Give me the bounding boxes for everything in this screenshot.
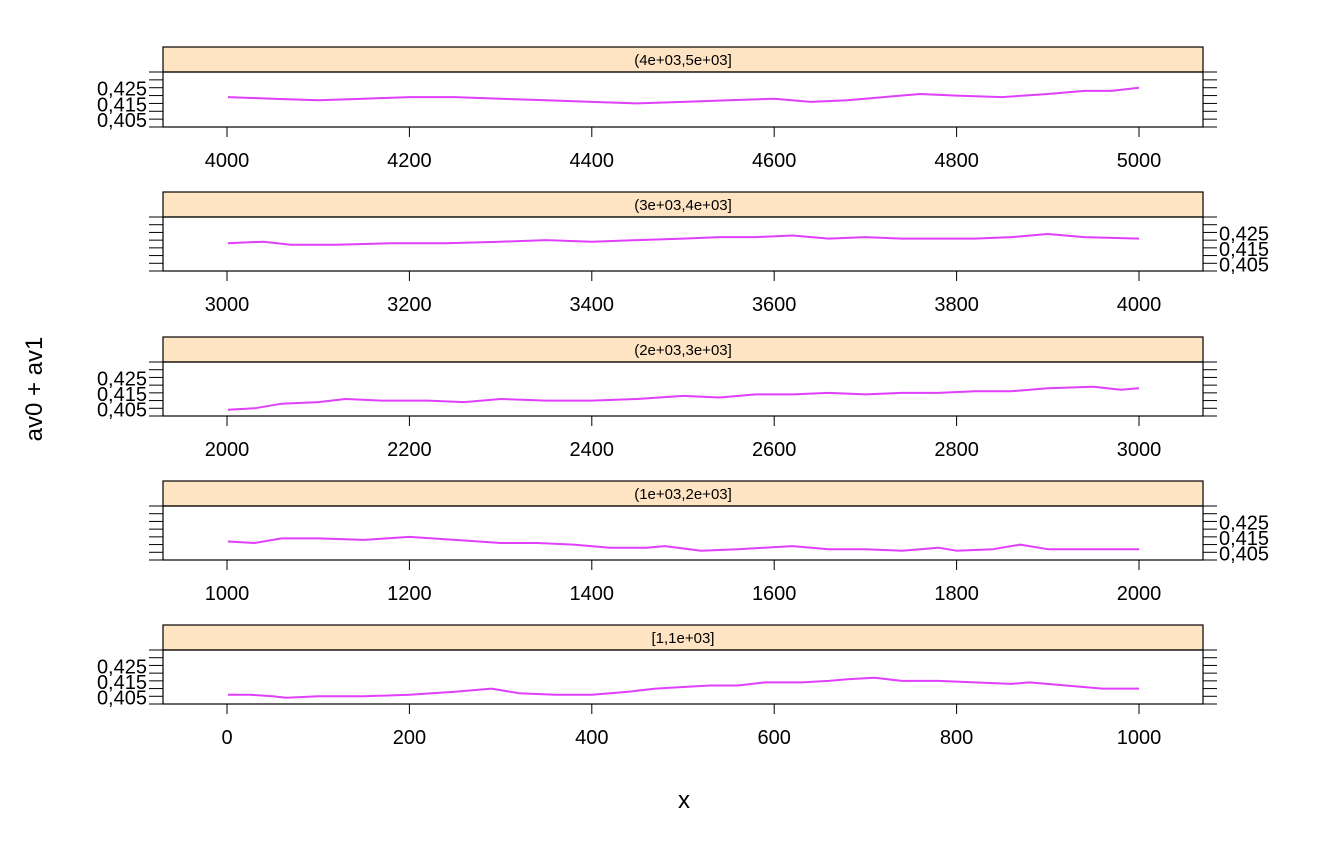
x-tick-label: 3000 bbox=[205, 294, 250, 316]
x-tick-label: 800 bbox=[940, 727, 973, 749]
x-tick-label: 3400 bbox=[570, 294, 615, 316]
x-tick-label: 4400 bbox=[570, 150, 615, 172]
y-tick-label: 0,425 bbox=[1219, 512, 1269, 534]
x-tick-label: 1800 bbox=[934, 583, 979, 605]
x-tick-label: 0 bbox=[221, 727, 232, 749]
x-tick-label: 2000 bbox=[1117, 583, 1162, 605]
panel-strip-label: (3e+03,4e+03] bbox=[634, 197, 732, 214]
x-tick-label: 200 bbox=[393, 727, 426, 749]
y-tick-label: 0,415 bbox=[1219, 528, 1269, 550]
series-line bbox=[227, 535, 1139, 552]
x-tick-label: 4000 bbox=[1117, 294, 1162, 316]
y-tick-label: 0,425 bbox=[97, 656, 147, 678]
panel-strip bbox=[162, 624, 1204, 651]
panel-frame bbox=[162, 361, 1204, 417]
x-tick-label: 4200 bbox=[387, 150, 432, 172]
y-tick-label: 0,425 bbox=[1219, 223, 1269, 245]
x-tick-label: 4600 bbox=[752, 150, 797, 172]
panel-strip bbox=[162, 480, 1204, 507]
series-line bbox=[227, 233, 1140, 246]
x-tick-label: 1200 bbox=[387, 583, 432, 605]
y-tick-label: 0,405 bbox=[97, 110, 147, 132]
panel-strip bbox=[162, 191, 1204, 218]
y-tick-label: 0,415 bbox=[97, 94, 147, 116]
x-tick-label: 3600 bbox=[752, 294, 797, 316]
panel-frame bbox=[162, 71, 1204, 128]
y-tick-label: 0,405 bbox=[97, 687, 147, 709]
panel-frame bbox=[162, 216, 1204, 272]
y-tick-label: 0,415 bbox=[1219, 239, 1269, 261]
x-tick-label: 3800 bbox=[934, 294, 979, 316]
y-tick-label: 0,405 bbox=[1219, 543, 1269, 565]
y-tick-label: 0,405 bbox=[1219, 254, 1269, 276]
series-line bbox=[227, 385, 1140, 411]
x-tick-label: 3200 bbox=[387, 294, 432, 316]
y-tick-label: 0,415 bbox=[97, 672, 147, 694]
x-tick-label: 4000 bbox=[205, 150, 250, 172]
panel-strip-label: (1e+03,2e+03] bbox=[634, 486, 732, 503]
y-tick-label: 0,405 bbox=[97, 399, 147, 421]
series-line bbox=[227, 676, 1139, 699]
x-tick-label: 2000 bbox=[205, 439, 250, 461]
x-tick-label: 1000 bbox=[1117, 727, 1162, 749]
panel-strip bbox=[162, 46, 1204, 73]
y-tick-label: 0,425 bbox=[97, 368, 147, 390]
series-line bbox=[227, 86, 1140, 105]
x-tick-label: 1000 bbox=[205, 583, 250, 605]
y-axis-label: av0 + av1 bbox=[21, 337, 48, 442]
x-tick-label: 2400 bbox=[570, 439, 615, 461]
x-tick-label: 2600 bbox=[752, 439, 797, 461]
x-axis-label: x bbox=[678, 787, 690, 814]
x-tick-label: 2800 bbox=[934, 439, 979, 461]
panel-frame bbox=[162, 505, 1204, 561]
panel-strip-label: [1,1e+03] bbox=[652, 630, 715, 647]
y-tick-label: 0,415 bbox=[97, 384, 147, 406]
panel-strip-label: (4e+03,5e+03] bbox=[634, 52, 732, 69]
panel-strip-label: (2e+03,3e+03] bbox=[634, 342, 732, 359]
y-tick-label: 0,425 bbox=[97, 79, 147, 101]
x-tick-label: 2200 bbox=[387, 439, 432, 461]
panel-frame bbox=[162, 649, 1204, 705]
x-tick-label: 400 bbox=[575, 727, 608, 749]
x-tick-label: 4800 bbox=[934, 150, 979, 172]
x-tick-label: 5000 bbox=[1117, 150, 1162, 172]
x-tick-label: 1600 bbox=[752, 583, 797, 605]
x-tick-label: 600 bbox=[758, 727, 791, 749]
x-tick-label: 3000 bbox=[1117, 439, 1162, 461]
x-tick-label: 1400 bbox=[570, 583, 615, 605]
